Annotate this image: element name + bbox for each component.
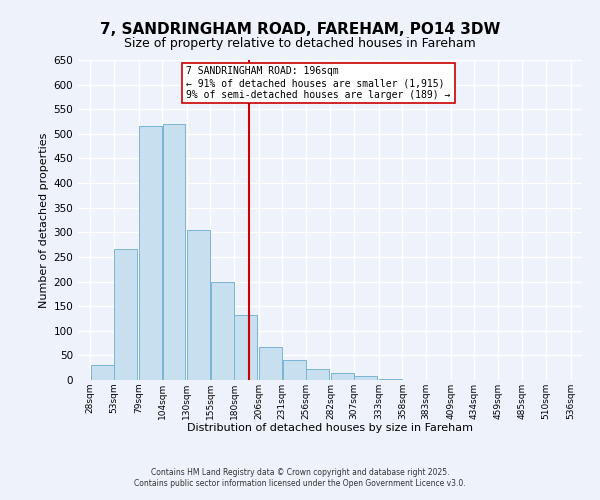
Bar [211,282,233,380]
Text: Size of property relative to detached houses in Fareham: Size of property relative to detached ho… [124,38,476,51]
Bar [283,360,305,380]
Bar [91,365,113,380]
Bar [115,248,137,380]
Bar [331,373,354,380]
X-axis label: Distribution of detached houses by size in Fareham: Distribution of detached houses by size … [187,424,473,434]
Bar [355,376,377,380]
Bar [139,126,162,380]
Bar [379,379,402,380]
Text: Contains HM Land Registry data © Crown copyright and database right 2025.
Contai: Contains HM Land Registry data © Crown c… [134,468,466,487]
Text: 7, SANDRINGHAM ROAD, FAREHAM, PO14 3DW: 7, SANDRINGHAM ROAD, FAREHAM, PO14 3DW [100,22,500,38]
Bar [235,314,257,380]
Bar [306,369,329,380]
Y-axis label: Number of detached properties: Number of detached properties [39,132,49,308]
Bar [259,347,282,380]
Text: 7 SANDRINGHAM ROAD: 196sqm
← 91% of detached houses are smaller (1,915)
9% of se: 7 SANDRINGHAM ROAD: 196sqm ← 91% of deta… [187,66,451,100]
Bar [163,124,185,380]
Bar [187,230,210,380]
